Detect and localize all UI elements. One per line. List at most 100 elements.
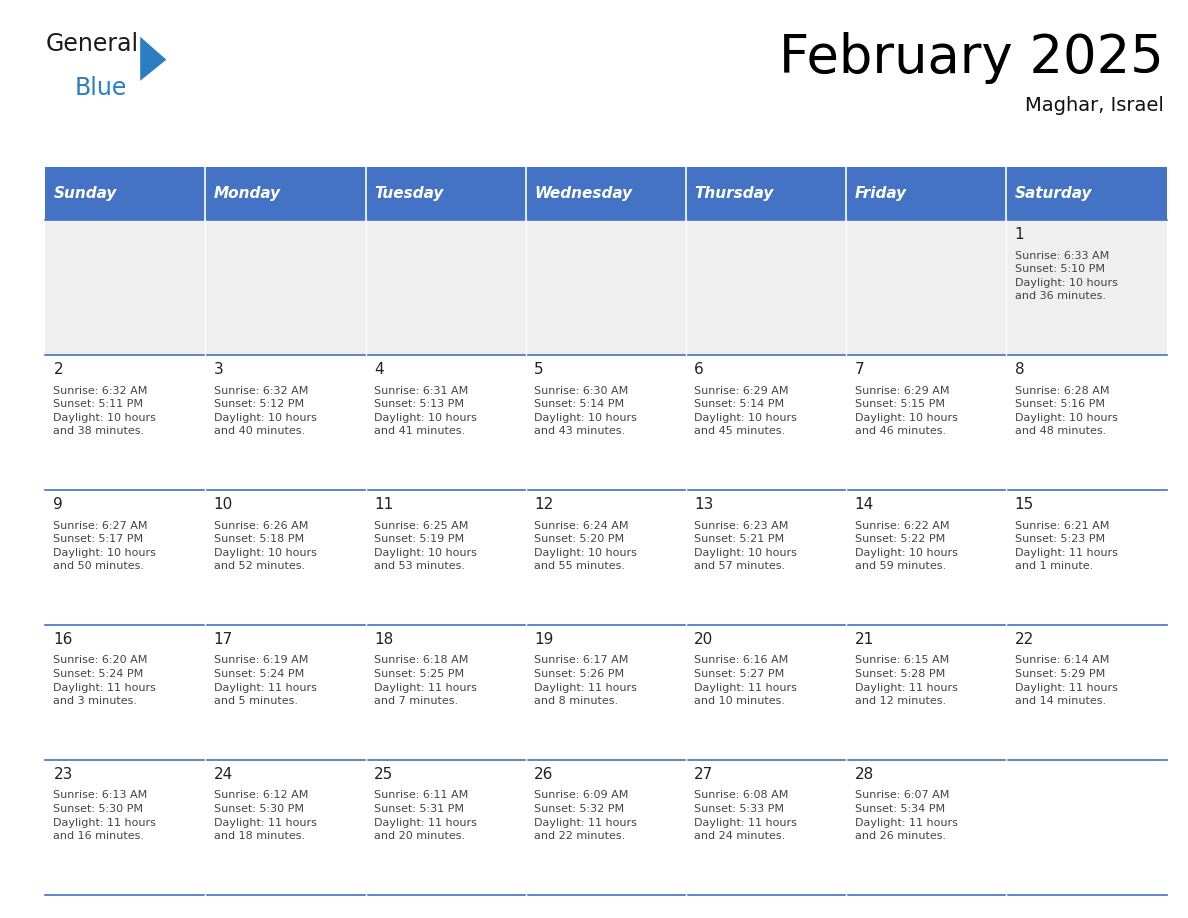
Bar <box>366 760 526 895</box>
Text: 2: 2 <box>53 362 63 376</box>
Bar <box>45 167 206 220</box>
Text: 23: 23 <box>53 767 72 781</box>
Text: Tuesday: Tuesday <box>374 186 443 201</box>
Text: 15: 15 <box>1015 497 1034 511</box>
Text: 7: 7 <box>854 362 864 376</box>
Text: Maghar, Israel: Maghar, Israel <box>1025 96 1164 116</box>
Bar <box>1006 220 1167 355</box>
Bar <box>685 355 846 490</box>
Text: Thursday: Thursday <box>694 186 773 201</box>
Text: 14: 14 <box>854 497 873 511</box>
Text: Sunrise: 6:11 AM
Sunset: 5:31 PM
Daylight: 11 hours
and 20 minutes.: Sunrise: 6:11 AM Sunset: 5:31 PM Dayligh… <box>374 790 476 841</box>
Text: 5: 5 <box>535 362 544 376</box>
Bar <box>45 355 206 490</box>
Text: 25: 25 <box>374 767 393 781</box>
Bar <box>206 220 366 355</box>
Text: Sunrise: 6:32 AM
Sunset: 5:12 PM
Daylight: 10 hours
and 40 minutes.: Sunrise: 6:32 AM Sunset: 5:12 PM Dayligh… <box>214 386 316 436</box>
Text: Sunrise: 6:15 AM
Sunset: 5:28 PM
Daylight: 11 hours
and 12 minutes.: Sunrise: 6:15 AM Sunset: 5:28 PM Dayligh… <box>854 655 958 706</box>
Text: Sunrise: 6:20 AM
Sunset: 5:24 PM
Daylight: 11 hours
and 3 minutes.: Sunrise: 6:20 AM Sunset: 5:24 PM Dayligh… <box>53 655 157 706</box>
Bar <box>685 490 846 625</box>
Bar <box>685 760 846 895</box>
Text: Blue: Blue <box>75 76 127 100</box>
Text: 10: 10 <box>214 497 233 511</box>
Bar <box>846 625 1006 760</box>
Text: 8: 8 <box>1015 362 1024 376</box>
Text: Sunrise: 6:22 AM
Sunset: 5:22 PM
Daylight: 10 hours
and 59 minutes.: Sunrise: 6:22 AM Sunset: 5:22 PM Dayligh… <box>854 521 958 571</box>
Text: Sunrise: 6:21 AM
Sunset: 5:23 PM
Daylight: 11 hours
and 1 minute.: Sunrise: 6:21 AM Sunset: 5:23 PM Dayligh… <box>1015 521 1118 571</box>
Text: Sunrise: 6:25 AM
Sunset: 5:19 PM
Daylight: 10 hours
and 53 minutes.: Sunrise: 6:25 AM Sunset: 5:19 PM Dayligh… <box>374 521 476 571</box>
Bar <box>45 220 206 355</box>
Text: Sunday: Sunday <box>53 186 116 201</box>
Bar <box>526 490 685 625</box>
Text: Saturday: Saturday <box>1015 186 1092 201</box>
Bar <box>526 167 685 220</box>
Text: 1: 1 <box>1015 227 1024 241</box>
Bar <box>206 625 366 760</box>
Text: Sunrise: 6:32 AM
Sunset: 5:11 PM
Daylight: 10 hours
and 38 minutes.: Sunrise: 6:32 AM Sunset: 5:11 PM Dayligh… <box>53 386 157 436</box>
Text: 11: 11 <box>374 497 393 511</box>
Bar <box>526 625 685 760</box>
Bar <box>45 760 206 895</box>
Text: 27: 27 <box>694 767 714 781</box>
Bar <box>1006 355 1167 490</box>
Bar <box>526 760 685 895</box>
Text: 18: 18 <box>374 632 393 646</box>
Text: Sunrise: 6:30 AM
Sunset: 5:14 PM
Daylight: 10 hours
and 43 minutes.: Sunrise: 6:30 AM Sunset: 5:14 PM Dayligh… <box>535 386 637 436</box>
Bar <box>685 220 846 355</box>
Bar <box>1006 760 1167 895</box>
Text: February 2025: February 2025 <box>779 32 1164 84</box>
Text: 26: 26 <box>535 767 554 781</box>
Bar <box>685 167 846 220</box>
Text: 6: 6 <box>694 362 704 376</box>
Bar <box>846 220 1006 355</box>
Text: Wednesday: Wednesday <box>535 186 632 201</box>
Bar <box>1006 625 1167 760</box>
Text: Sunrise: 6:28 AM
Sunset: 5:16 PM
Daylight: 10 hours
and 48 minutes.: Sunrise: 6:28 AM Sunset: 5:16 PM Dayligh… <box>1015 386 1118 436</box>
Text: 16: 16 <box>53 632 72 646</box>
Text: Sunrise: 6:24 AM
Sunset: 5:20 PM
Daylight: 10 hours
and 55 minutes.: Sunrise: 6:24 AM Sunset: 5:20 PM Dayligh… <box>535 521 637 571</box>
Text: 20: 20 <box>694 632 714 646</box>
Text: 12: 12 <box>535 497 554 511</box>
Text: 19: 19 <box>535 632 554 646</box>
Text: Sunrise: 6:17 AM
Sunset: 5:26 PM
Daylight: 11 hours
and 8 minutes.: Sunrise: 6:17 AM Sunset: 5:26 PM Dayligh… <box>535 655 637 706</box>
Text: 17: 17 <box>214 632 233 646</box>
Bar <box>366 220 526 355</box>
Text: Sunrise: 6:09 AM
Sunset: 5:32 PM
Daylight: 11 hours
and 22 minutes.: Sunrise: 6:09 AM Sunset: 5:32 PM Dayligh… <box>535 790 637 841</box>
Text: 3: 3 <box>214 362 223 376</box>
Text: Sunrise: 6:08 AM
Sunset: 5:33 PM
Daylight: 11 hours
and 24 minutes.: Sunrise: 6:08 AM Sunset: 5:33 PM Dayligh… <box>694 790 797 841</box>
Text: Sunrise: 6:07 AM
Sunset: 5:34 PM
Daylight: 11 hours
and 26 minutes.: Sunrise: 6:07 AM Sunset: 5:34 PM Dayligh… <box>854 790 958 841</box>
Text: Sunrise: 6:33 AM
Sunset: 5:10 PM
Daylight: 10 hours
and 36 minutes.: Sunrise: 6:33 AM Sunset: 5:10 PM Dayligh… <box>1015 251 1118 301</box>
Text: 28: 28 <box>854 767 873 781</box>
Text: 13: 13 <box>694 497 714 511</box>
Text: Sunrise: 6:19 AM
Sunset: 5:24 PM
Daylight: 11 hours
and 5 minutes.: Sunrise: 6:19 AM Sunset: 5:24 PM Dayligh… <box>214 655 316 706</box>
Bar <box>366 490 526 625</box>
Text: 9: 9 <box>53 497 63 511</box>
Text: Sunrise: 6:26 AM
Sunset: 5:18 PM
Daylight: 10 hours
and 52 minutes.: Sunrise: 6:26 AM Sunset: 5:18 PM Dayligh… <box>214 521 316 571</box>
Bar <box>846 490 1006 625</box>
Bar <box>206 355 366 490</box>
Bar <box>206 490 366 625</box>
Text: 24: 24 <box>214 767 233 781</box>
Bar <box>366 625 526 760</box>
Bar <box>685 625 846 760</box>
Bar <box>206 760 366 895</box>
Text: 21: 21 <box>854 632 873 646</box>
Text: Sunrise: 6:12 AM
Sunset: 5:30 PM
Daylight: 11 hours
and 18 minutes.: Sunrise: 6:12 AM Sunset: 5:30 PM Dayligh… <box>214 790 316 841</box>
Bar <box>45 490 206 625</box>
Text: Sunrise: 6:29 AM
Sunset: 5:15 PM
Daylight: 10 hours
and 46 minutes.: Sunrise: 6:29 AM Sunset: 5:15 PM Dayligh… <box>854 386 958 436</box>
Text: Sunrise: 6:14 AM
Sunset: 5:29 PM
Daylight: 11 hours
and 14 minutes.: Sunrise: 6:14 AM Sunset: 5:29 PM Dayligh… <box>1015 655 1118 706</box>
Bar <box>846 167 1006 220</box>
Bar <box>526 220 685 355</box>
Bar <box>45 625 206 760</box>
Bar <box>1006 167 1167 220</box>
Bar <box>526 355 685 490</box>
Polygon shape <box>140 37 166 81</box>
Text: 22: 22 <box>1015 632 1034 646</box>
Bar <box>366 355 526 490</box>
Text: 4: 4 <box>374 362 384 376</box>
Text: Sunrise: 6:23 AM
Sunset: 5:21 PM
Daylight: 10 hours
and 57 minutes.: Sunrise: 6:23 AM Sunset: 5:21 PM Dayligh… <box>694 521 797 571</box>
Text: Sunrise: 6:31 AM
Sunset: 5:13 PM
Daylight: 10 hours
and 41 minutes.: Sunrise: 6:31 AM Sunset: 5:13 PM Dayligh… <box>374 386 476 436</box>
Text: Sunrise: 6:27 AM
Sunset: 5:17 PM
Daylight: 10 hours
and 50 minutes.: Sunrise: 6:27 AM Sunset: 5:17 PM Dayligh… <box>53 521 157 571</box>
Bar <box>846 355 1006 490</box>
Bar <box>366 167 526 220</box>
